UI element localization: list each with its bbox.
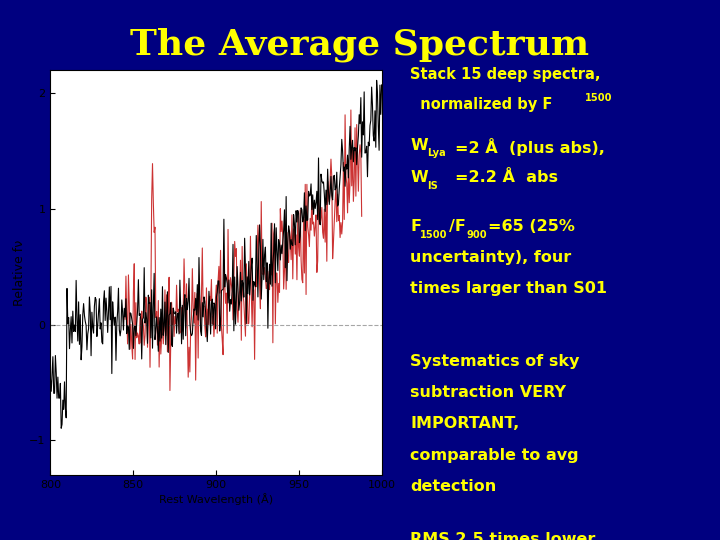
Text: Stack 15 deep spectra,: Stack 15 deep spectra,	[410, 68, 601, 83]
Text: F: F	[410, 219, 421, 234]
Text: normalized by F: normalized by F	[410, 97, 553, 112]
Text: IMPORTANT,: IMPORTANT,	[410, 416, 520, 431]
Text: detection: detection	[410, 479, 497, 494]
Text: Systematics of sky: Systematics of sky	[410, 354, 580, 369]
Text: =2.2 Å  abs: =2.2 Å abs	[455, 170, 558, 185]
Text: uncertainty), four: uncertainty), four	[410, 250, 572, 265]
Y-axis label: Relative fν: Relative fν	[14, 240, 27, 306]
Text: 900: 900	[467, 230, 487, 240]
Text: IS: IS	[427, 181, 438, 191]
Text: comparable to avg: comparable to avg	[410, 448, 579, 463]
Text: 1500: 1500	[420, 230, 447, 240]
Text: Lya: Lya	[427, 148, 446, 159]
Text: =65 (25%: =65 (25%	[488, 219, 575, 234]
Text: RMS 2.5 times lower: RMS 2.5 times lower	[410, 532, 595, 540]
Text: W: W	[410, 138, 428, 153]
Text: /F: /F	[449, 219, 465, 234]
Text: =2 Å  (plus abs),: =2 Å (plus abs),	[455, 138, 605, 156]
Text: W: W	[410, 170, 428, 185]
X-axis label: Rest Wavelength (Å): Rest Wavelength (Å)	[159, 493, 273, 505]
Text: subtraction VERY: subtraction VERY	[410, 385, 567, 400]
Text: The Average Spectrum: The Average Spectrum	[130, 27, 590, 62]
Text: times larger than S01: times larger than S01	[410, 281, 608, 296]
Text: 1500: 1500	[585, 93, 612, 104]
